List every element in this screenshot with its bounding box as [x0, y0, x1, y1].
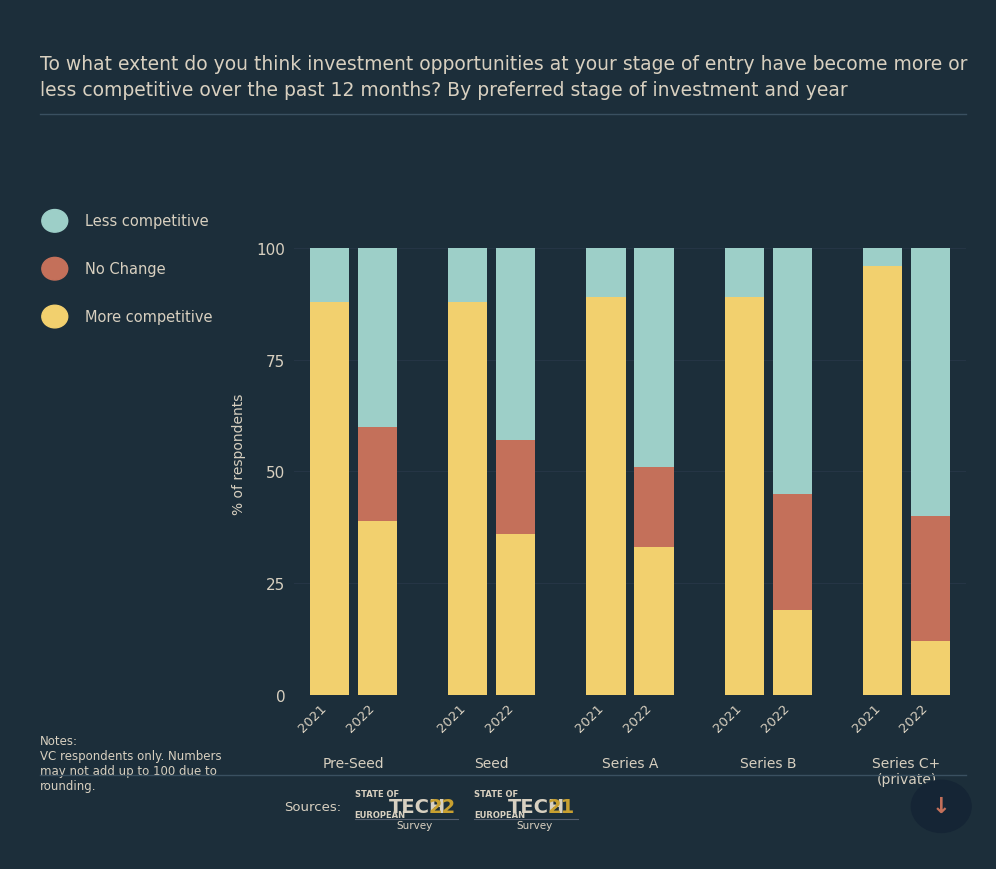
Bar: [634, 468, 673, 547]
Text: Series C+
(private): Series C+ (private): [872, 756, 940, 786]
Bar: [310, 249, 350, 302]
Bar: [587, 249, 625, 298]
Text: Less competitive: Less competitive: [85, 214, 208, 229]
Bar: [910, 249, 950, 516]
Text: Notes:
VC respondents only. Numbers
may not add up to 100 due to
rounding.: Notes: VC respondents only. Numbers may …: [40, 734, 221, 793]
Text: Sources:: Sources:: [284, 800, 341, 813]
Text: Seed: Seed: [474, 756, 509, 770]
Text: EUROPEAN: EUROPEAN: [474, 810, 525, 819]
Text: TECH: TECH: [388, 797, 445, 816]
Text: ↓: ↓: [932, 797, 950, 816]
Bar: [358, 428, 397, 521]
Text: To what extent do you think investment opportunities at your stage of entry have: To what extent do you think investment o…: [40, 55, 967, 74]
Bar: [863, 249, 902, 267]
Text: More competitive: More competitive: [85, 309, 212, 325]
Bar: [634, 249, 673, 468]
Bar: [910, 516, 950, 641]
Bar: [587, 298, 625, 695]
Bar: [724, 298, 764, 695]
Bar: [496, 534, 536, 695]
Text: Series B: Series B: [740, 756, 797, 770]
Text: TECH: TECH: [508, 797, 565, 816]
Bar: [634, 547, 673, 695]
Bar: [863, 267, 902, 695]
Text: 21: 21: [548, 797, 575, 816]
Bar: [448, 302, 487, 695]
Bar: [773, 494, 812, 610]
Text: 22: 22: [428, 797, 455, 816]
Text: No Change: No Change: [85, 262, 165, 277]
Bar: [358, 249, 397, 428]
Bar: [310, 302, 350, 695]
Y-axis label: % of respondents: % of respondents: [231, 394, 245, 514]
Bar: [724, 249, 764, 298]
Bar: [773, 610, 812, 695]
Bar: [910, 641, 950, 695]
Text: Pre-Seed: Pre-Seed: [323, 756, 384, 770]
Text: STATE OF: STATE OF: [355, 789, 398, 798]
Text: STATE OF: STATE OF: [474, 789, 518, 798]
Text: Survey: Survey: [516, 820, 552, 831]
Text: Survey: Survey: [396, 820, 432, 831]
Bar: [496, 441, 536, 534]
Text: Series A: Series A: [602, 756, 658, 770]
Bar: [496, 249, 536, 441]
Bar: [448, 249, 487, 302]
Bar: [773, 249, 812, 494]
Text: less competitive over the past 12 months? By preferred stage of investment and y: less competitive over the past 12 months…: [40, 81, 848, 100]
Text: EUROPEAN: EUROPEAN: [355, 810, 405, 819]
Bar: [358, 521, 397, 695]
